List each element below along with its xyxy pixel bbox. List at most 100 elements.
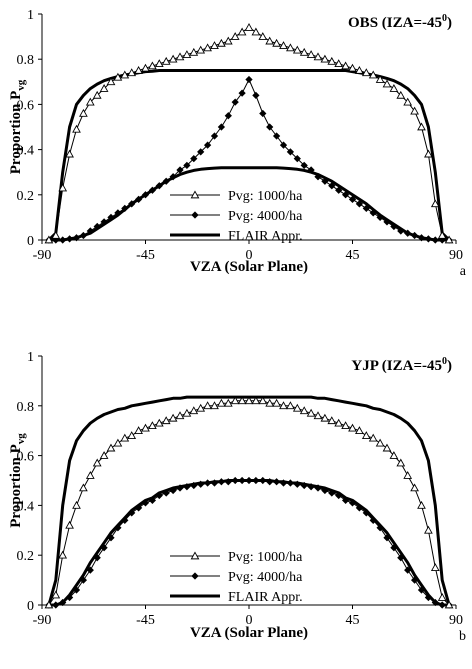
data-point-1000 xyxy=(72,124,81,133)
data-point-1000 xyxy=(430,199,440,208)
data-point-1000 xyxy=(306,50,316,59)
chart-title-superscript: 0 xyxy=(442,13,447,24)
legend-marker-triangle xyxy=(190,551,200,560)
data-point-4000 xyxy=(245,75,253,84)
y-tick-label: 0.6 xyxy=(17,98,35,113)
data-point-4000 xyxy=(424,593,433,602)
data-point-4000 xyxy=(210,479,219,487)
data-point-4000 xyxy=(279,479,288,487)
data-point-1000 xyxy=(299,47,309,56)
data-point-1000 xyxy=(355,426,364,435)
x-tick-label: 90 xyxy=(449,613,463,628)
data-point-4000 xyxy=(86,227,94,235)
data-point-4000 xyxy=(259,476,267,485)
data-point-1000 xyxy=(417,500,426,509)
legend-label: FLAIR Appr. xyxy=(228,229,303,244)
data-point-4000 xyxy=(314,484,322,492)
y-tick-label: 1 xyxy=(27,8,34,23)
data-point-4000 xyxy=(417,586,426,594)
data-point-1000 xyxy=(217,398,226,407)
data-point-1000 xyxy=(203,43,212,52)
data-point-1000 xyxy=(424,149,433,158)
data-point-4000 xyxy=(431,236,439,244)
data-point-4000 xyxy=(321,486,329,495)
data-point-1000 xyxy=(223,36,233,45)
data-point-1000 xyxy=(237,27,247,36)
data-point-4000 xyxy=(231,476,239,485)
data-point-4000 xyxy=(369,516,377,524)
data-point-4000 xyxy=(376,213,384,222)
data-point-1000 xyxy=(92,458,102,467)
data-point-4000 xyxy=(279,141,288,149)
data-point-1000 xyxy=(258,396,268,405)
data-point-4000 xyxy=(203,479,212,487)
y-tick-label: 0.4 xyxy=(17,499,35,514)
y-tick-label: 0.8 xyxy=(17,53,35,68)
data-point-4000 xyxy=(93,554,101,562)
data-point-1000 xyxy=(279,41,288,49)
data-point-4000 xyxy=(266,123,274,131)
data-point-1000 xyxy=(85,470,95,479)
data-point-1000 xyxy=(85,97,95,106)
data-point-4000 xyxy=(107,213,115,222)
data-point-1000 xyxy=(141,423,150,432)
data-point-4000 xyxy=(272,132,281,140)
data-point-4000 xyxy=(390,544,398,552)
data-point-4000 xyxy=(307,483,315,491)
data-point-4000 xyxy=(148,496,157,505)
data-point-4000 xyxy=(362,509,370,517)
chart-title-main: YJP (IZA=-45 xyxy=(351,358,442,374)
data-point-4000 xyxy=(376,524,384,532)
data-point-4000 xyxy=(169,486,177,495)
data-point-1000 xyxy=(134,65,143,74)
data-point-1000 xyxy=(44,235,54,244)
y-axis-label-subscript: vg xyxy=(15,433,27,445)
y-axis-label-main: Proportion P xyxy=(8,91,24,174)
data-point-4000 xyxy=(141,191,150,199)
legend-label: Pvg: 1000/ha xyxy=(228,550,303,565)
data-point-1000 xyxy=(279,401,288,410)
data-point-4000 xyxy=(107,534,115,542)
data-point-4000 xyxy=(383,534,391,542)
data-point-1000 xyxy=(265,36,275,45)
data-point-4000 xyxy=(238,476,246,485)
data-point-4000 xyxy=(341,191,350,199)
data-point-1000 xyxy=(120,433,130,442)
data-point-4000 xyxy=(369,209,377,217)
data-point-4000 xyxy=(183,483,191,491)
data-point-4000 xyxy=(300,161,308,170)
data-point-1000 xyxy=(175,52,185,61)
data-point-4000 xyxy=(197,480,205,488)
data-point-4000 xyxy=(307,166,315,174)
data-point-1000 xyxy=(292,403,302,412)
legend-item: Pvg: 4000/ha xyxy=(170,570,303,585)
data-point-1000 xyxy=(196,403,206,412)
data-point-4000 xyxy=(355,200,364,208)
x-tick-label: 0 xyxy=(246,613,253,628)
data-point-1000 xyxy=(65,149,74,158)
y-tick-label: 0.8 xyxy=(17,400,35,415)
data-point-1000 xyxy=(210,401,219,410)
data-point-1000 xyxy=(210,41,219,49)
data-point-1000 xyxy=(417,122,426,131)
data-point-4000 xyxy=(355,504,364,512)
data-point-1000 xyxy=(306,408,316,417)
data-point-4000 xyxy=(397,227,405,235)
x-tick-label: -90 xyxy=(33,613,52,628)
data-point-1000 xyxy=(382,443,392,452)
data-point-1000 xyxy=(437,593,447,601)
data-point-4000 xyxy=(272,478,281,486)
data-point-1000 xyxy=(368,433,378,442)
data-point-1000 xyxy=(230,32,240,40)
legend-item: Pvg: 4000/ha xyxy=(170,209,303,224)
data-point-1000 xyxy=(327,416,337,425)
data-point-4000 xyxy=(383,218,391,226)
x-axis-label: VZA (Solar Plane) xyxy=(190,625,308,641)
data-point-1000 xyxy=(92,90,102,99)
data-point-1000 xyxy=(196,45,206,54)
data-point-1000 xyxy=(286,43,295,52)
data-point-1000 xyxy=(341,61,350,70)
data-point-4000 xyxy=(417,234,426,242)
data-point-4000 xyxy=(335,186,343,194)
data-point-1000 xyxy=(217,38,226,47)
